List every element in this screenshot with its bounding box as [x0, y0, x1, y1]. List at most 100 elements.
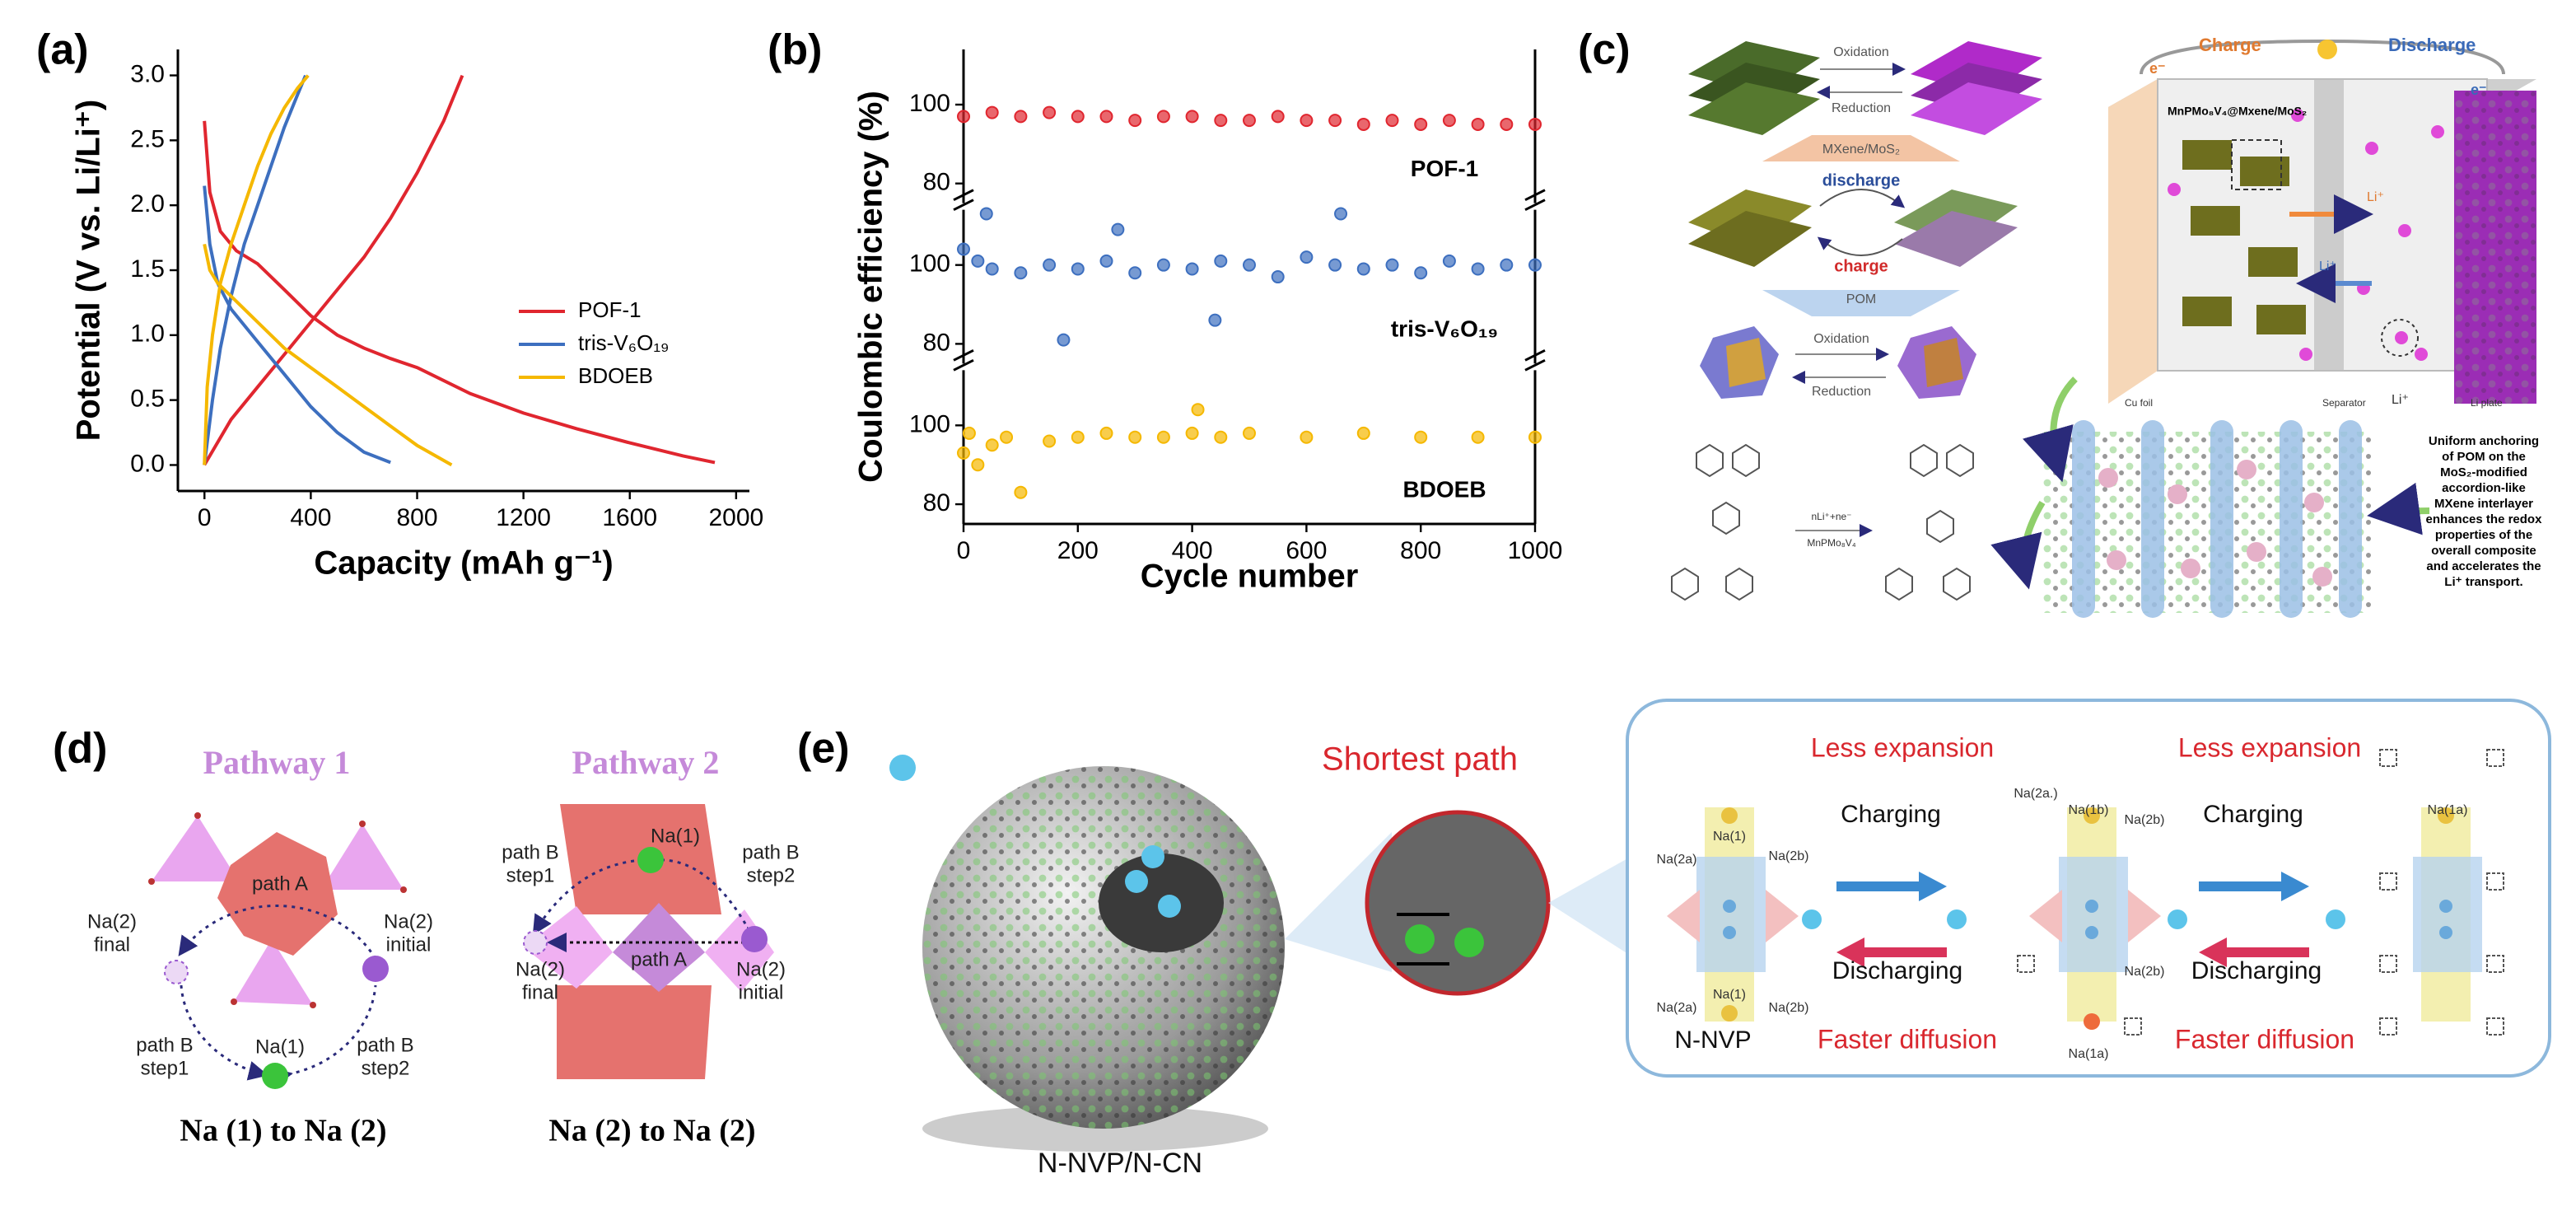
- point: [1099, 426, 1113, 440]
- point: [1471, 117, 1485, 131]
- point: [1243, 114, 1256, 128]
- point: [1128, 114, 1142, 128]
- x-axis-label: Cycle number: [1141, 559, 1359, 595]
- x-tick-label: 600: [1286, 537, 1327, 564]
- note-line: enhances the redox: [2426, 512, 2543, 526]
- label: Na(1): [651, 825, 700, 847]
- label: Na(2): [384, 910, 433, 933]
- label: Discharge: [2388, 35, 2476, 55]
- label: Oxidation: [1813, 332, 1869, 346]
- point: [1334, 207, 1348, 221]
- note-line: Li⁺ transport.: [2444, 575, 2522, 589]
- site-labels: Na(2a) Na(1) Na(2b) Na(2a) Na(2b) Na(1) Na(2a.…: [1657, 787, 2468, 1061]
- point: [1471, 430, 1485, 444]
- point: [957, 446, 970, 460]
- pathway-1-shape: [148, 812, 407, 1089]
- arrows: [1836, 872, 2309, 967]
- panel-label: (e): [797, 725, 850, 773]
- label: POM: [1846, 292, 1876, 306]
- point: [957, 242, 970, 256]
- axis-break: [953, 348, 1546, 372]
- x-tick-label: 800: [1400, 537, 1441, 564]
- point: [1385, 114, 1399, 128]
- ions: [889, 755, 1181, 918]
- legend-label: tris-V₆O₁₉: [578, 330, 669, 355]
- note: Uniform anchoring of POM on theMoS₂-modif…: [2426, 434, 2543, 589]
- label: path B: [136, 1034, 193, 1056]
- point: [1356, 262, 1370, 276]
- label: MnPMo₈V₄@Mxene/MoS₂: [2168, 105, 2307, 118]
- label: path A: [631, 948, 687, 970]
- site-label: Na(2a): [1657, 853, 1697, 867]
- point: [1300, 250, 1314, 264]
- y-tick-label: 0.0: [130, 450, 165, 477]
- label: Oxidation: [1833, 45, 1889, 59]
- label: e⁻: [2471, 82, 2487, 98]
- point: [1300, 430, 1314, 444]
- point: [1328, 258, 1342, 272]
- point: [1156, 258, 1170, 272]
- point: [1414, 117, 1428, 131]
- point: [1385, 258, 1399, 272]
- line-series: [203, 74, 453, 467]
- label: Cu foil: [2125, 397, 2153, 409]
- site-label: Na(2a): [1657, 1001, 1697, 1015]
- point: [1000, 430, 1014, 444]
- label: Less expansion: [2178, 732, 2361, 762]
- y-tick-label: 1.5: [130, 255, 165, 283]
- note-line: MoS₂-modified: [2440, 465, 2527, 479]
- point: [1156, 110, 1170, 124]
- point: [1014, 485, 1028, 499]
- label: Na(2): [516, 958, 565, 980]
- note-line: MXene interlayer: [2434, 497, 2533, 511]
- pathway-title: Pathway 1: [203, 744, 351, 781]
- label: Charging: [2203, 801, 2303, 828]
- point: [1214, 430, 1228, 444]
- point: [1185, 426, 1199, 440]
- y-tick-label: 3.0: [130, 60, 165, 87]
- point: [1014, 110, 1028, 124]
- point: [1243, 426, 1256, 440]
- crystal: [1667, 749, 2504, 1036]
- point: [1442, 254, 1456, 268]
- label: e⁻: [2149, 60, 2166, 77]
- label: Faster diffusion: [1818, 1024, 1997, 1054]
- arrow-shape: [1762, 290, 1960, 316]
- arrow-shape: [1762, 135, 1960, 161]
- arrow: [1817, 236, 1903, 256]
- note-line: accordion-like: [2442, 481, 2526, 495]
- label: step1: [506, 864, 555, 886]
- label: Faster diffusion: [2175, 1024, 2354, 1054]
- battery: [2108, 39, 2536, 404]
- site-label: Na(2b): [2125, 965, 2165, 979]
- note-line: and accelerates the: [2426, 559, 2541, 573]
- label: initial: [386, 933, 432, 956]
- y-tick-label: 80: [923, 489, 950, 517]
- label: final: [94, 933, 130, 956]
- axis-break: [953, 189, 1546, 212]
- label: Li⁺: [2367, 190, 2384, 204]
- panel-e: Shortest path N-NVP/N-CN Less expansion …: [889, 699, 2551, 1179]
- arrow: [1819, 189, 1906, 208]
- label: MXene/MoS₂: [1822, 143, 1900, 157]
- point: [1057, 333, 1071, 347]
- site-label: Na(2b): [1769, 1001, 1809, 1015]
- point: [1111, 222, 1125, 236]
- note-line: Uniform anchoring: [2429, 434, 2539, 448]
- x-tick-label: 400: [290, 504, 331, 531]
- note-line: properties of the: [2435, 528, 2532, 542]
- y-tick-label: 2.5: [130, 125, 165, 152]
- label: path B: [742, 841, 799, 863]
- label: path B: [357, 1034, 413, 1056]
- label: path A: [252, 872, 308, 895]
- y-tick-label: 100: [909, 90, 950, 117]
- note-line: overall composite: [2431, 544, 2536, 558]
- sphere-texture: [922, 766, 1285, 1129]
- point: [1500, 258, 1514, 272]
- label: Na(2): [87, 910, 137, 933]
- label: Na(2): [736, 958, 786, 980]
- panel-d: Pathway 1 path A Na(2) final Na(2) initi…: [87, 744, 800, 1148]
- note-line: of POM on the: [2442, 450, 2526, 464]
- point: [1185, 262, 1199, 276]
- point: [985, 262, 999, 276]
